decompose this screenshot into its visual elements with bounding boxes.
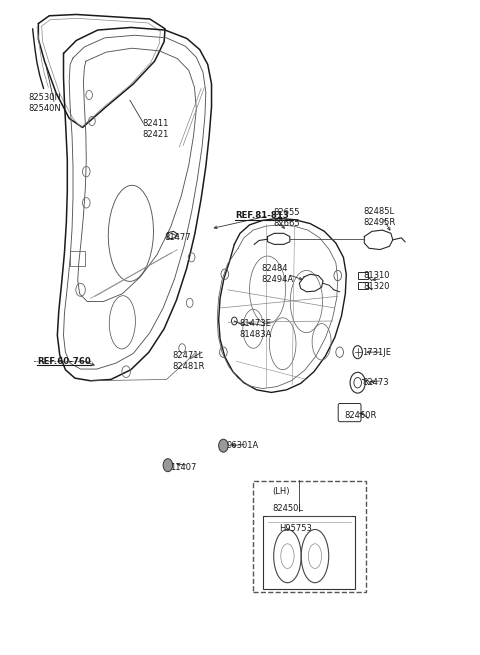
Text: 82460R: 82460R: [344, 411, 377, 420]
Text: 81477: 81477: [164, 233, 191, 242]
Text: REF.60-760: REF.60-760: [37, 357, 91, 365]
Text: 82473: 82473: [362, 378, 389, 387]
Circle shape: [163, 458, 173, 472]
Text: 82485L
82495R: 82485L 82495R: [363, 207, 396, 227]
Text: 11407: 11407: [170, 462, 196, 472]
Text: 96301A: 96301A: [227, 441, 259, 450]
Text: 81310
81320: 81310 81320: [363, 271, 390, 291]
Bar: [358, 282, 368, 289]
Text: 82655
82665: 82655 82665: [273, 208, 300, 229]
Text: 82411
82421: 82411 82421: [143, 119, 169, 140]
Text: 82450L: 82450L: [272, 504, 303, 513]
Text: 82484
82494A: 82484 82494A: [261, 264, 293, 284]
Text: H95753: H95753: [279, 525, 312, 533]
Text: 82471L
82481R: 82471L 82481R: [173, 351, 205, 371]
Text: (LH): (LH): [272, 487, 290, 496]
Text: 82530N
82540N: 82530N 82540N: [29, 94, 62, 113]
Text: REF.81-813: REF.81-813: [235, 212, 289, 220]
Text: 1731JE: 1731JE: [362, 348, 391, 357]
Bar: [358, 272, 368, 279]
Circle shape: [219, 440, 228, 452]
Text: 81473E
81483A: 81473E 81483A: [239, 320, 271, 339]
